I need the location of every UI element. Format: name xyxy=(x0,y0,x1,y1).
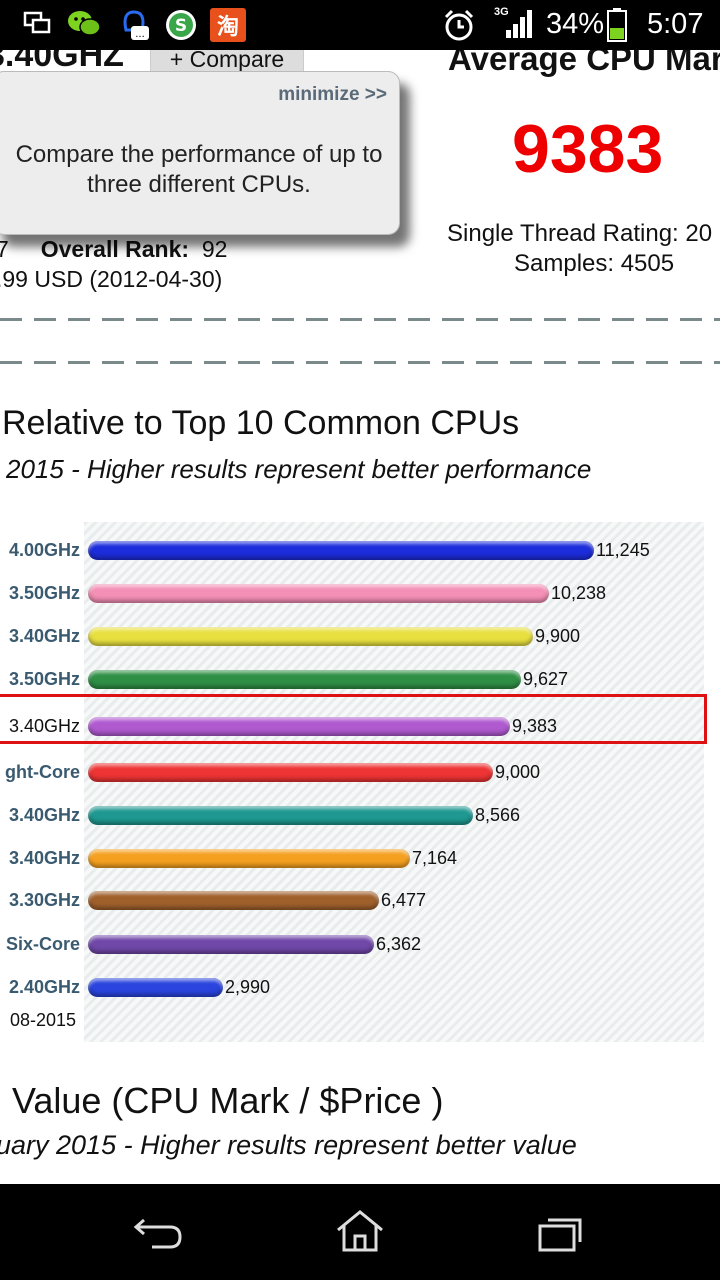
value-section-title: Value (CPU Mark / $Price ) xyxy=(12,1080,444,1121)
chart-bar xyxy=(88,717,510,736)
chart-category-label: 4.00GHz xyxy=(8,540,80,560)
chart-category-label: 3.40GHz xyxy=(8,716,80,736)
chart-category-label: ght-Core xyxy=(5,762,80,782)
average-cpu-mark-label: Average CPU Mar xyxy=(448,50,720,77)
relative-section-title: Relative to Top 10 Common CPUs xyxy=(2,404,520,442)
chart-value-label: 7,164 xyxy=(412,848,458,868)
wechat-icon xyxy=(66,8,102,45)
chart-bar xyxy=(88,978,223,997)
chart-bar xyxy=(88,541,594,560)
overall-rank-value: 92 xyxy=(201,236,228,262)
chart-value-label: 6,362 xyxy=(376,934,422,954)
navigation-bar xyxy=(0,1184,720,1280)
recent-apps-icon[interactable] xyxy=(536,1214,586,1259)
chart-category-label: Six-Core xyxy=(5,934,80,954)
chart-value-label: 9,000 xyxy=(495,762,541,782)
chart-value-label: 2,990 xyxy=(225,977,271,997)
chart-category-label: 3.40GHz xyxy=(8,805,80,825)
status-bar: ... S 淘 3G 34% 5:07 xyxy=(0,0,720,50)
average-cpu-mark-value: 9383 xyxy=(512,111,664,187)
relative-section-subtitle: 2015 - Higher results represent better p… xyxy=(6,454,592,484)
divider xyxy=(0,318,720,321)
chart-bar xyxy=(88,627,533,646)
svg-text:S: S xyxy=(175,16,187,36)
taobao-icon: 淘 xyxy=(210,8,246,47)
tooltip-message: Compare the performance of up to three d… xyxy=(15,141,383,198)
chart-value-label: 6,477 xyxy=(381,890,427,910)
chart-category-label: 3.40GHz xyxy=(8,626,80,646)
chart-bar xyxy=(88,806,473,825)
back-icon[interactable] xyxy=(130,1214,186,1255)
clock: 5:07 xyxy=(647,8,704,40)
chart-date-label: 08-2015 xyxy=(9,1010,76,1030)
chart-value-label: 9,900 xyxy=(535,626,581,646)
overall-rank-label: Overall Rank: xyxy=(40,236,190,262)
qq-icon: ... xyxy=(116,8,152,47)
highlight-box xyxy=(0,694,707,744)
alarm-icon xyxy=(442,8,476,47)
chart-category-label: 2.40GHz xyxy=(8,977,80,997)
chart-category-label: 3.50GHz xyxy=(8,669,80,689)
chart-bar xyxy=(88,584,549,603)
chart-value-label: 8,566 xyxy=(475,805,521,825)
rank-row: 7 Overall Rank: 92 xyxy=(0,236,227,263)
single-thread-rating: Single Thread Rating: 20 xyxy=(447,220,713,247)
chart-bar xyxy=(88,849,410,868)
chart-category-label: 3.50GHz xyxy=(8,583,80,603)
screen-mirror-icon xyxy=(22,8,52,43)
svg-text:淘: 淘 xyxy=(217,14,239,40)
network-type: 3G xyxy=(494,6,509,18)
money-app-icon: S xyxy=(164,8,198,47)
minimize-link[interactable]: minimize >> xyxy=(278,84,387,105)
page-content[interactable]: 3.40GHZ + Compare Average CPU Mar 9383 S… xyxy=(0,50,720,1184)
rank-fragment: 7 xyxy=(0,236,9,262)
chart-category-label: 3.30GHz xyxy=(8,890,80,910)
divider xyxy=(0,361,720,364)
compare-button[interactable]: + Compare xyxy=(150,50,304,74)
chart-bar xyxy=(88,891,379,910)
signal-icon: 3G xyxy=(494,6,534,45)
battery-icon xyxy=(606,8,628,47)
chart-category-label: 3.40GHz xyxy=(8,848,80,868)
compare-tooltip: minimize >> Compare the performance of u… xyxy=(0,71,400,235)
chart-plot-area xyxy=(84,522,704,1042)
cpu-name: 3.40GHZ xyxy=(0,50,124,74)
chart-value-label: 10,238 xyxy=(551,583,607,603)
chart-value-label: 9,627 xyxy=(523,669,569,689)
chart-value-label: 9,383 xyxy=(512,716,558,736)
svg-text:...: ... xyxy=(135,29,145,40)
value-section-subtitle: uary 2015 - Higher results represent bet… xyxy=(0,1130,577,1160)
chart-bar xyxy=(88,670,521,689)
samples-count: Samples: 4505 xyxy=(514,250,675,277)
chart-value-label: 11,245 xyxy=(596,540,650,560)
chart-bar xyxy=(88,935,374,954)
home-icon[interactable] xyxy=(334,1208,386,1259)
battery-percent: 34% xyxy=(546,8,605,40)
price-info: .99 USD (2012-04-30) xyxy=(0,266,223,292)
chart-bar xyxy=(88,763,493,782)
